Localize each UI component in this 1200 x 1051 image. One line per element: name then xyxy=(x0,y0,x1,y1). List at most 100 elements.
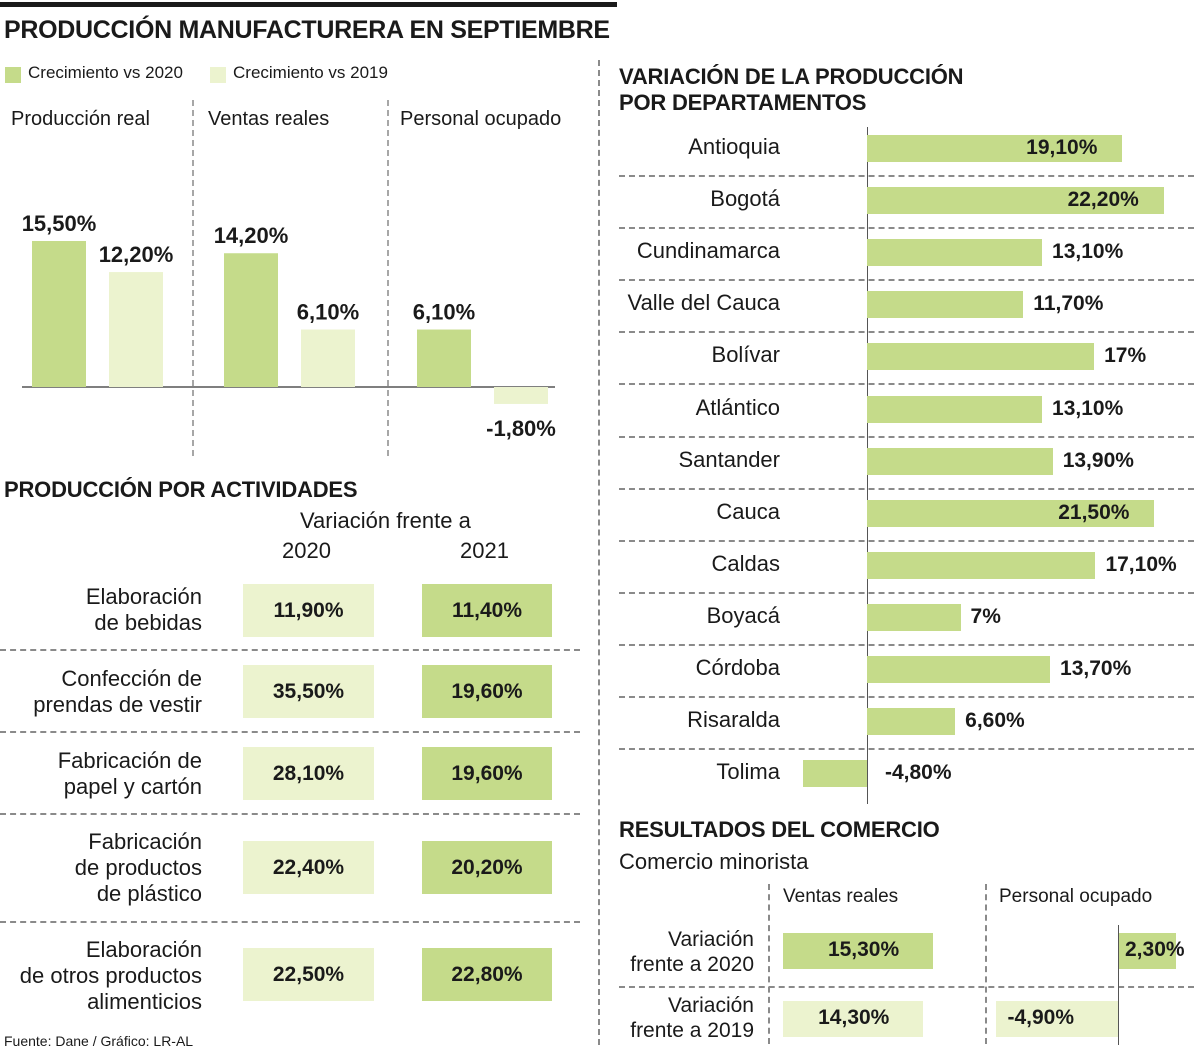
source-note: Fuente: Dane / Gráfico: LR-AL xyxy=(4,1033,194,1049)
activity-cell-2020: 35,50% xyxy=(243,665,374,718)
commerce-ventas-bar xyxy=(783,933,933,969)
bar-value-label: 6,10% xyxy=(297,300,359,325)
commerce-zero-axis xyxy=(1118,925,1119,1045)
department-value: 13,10% xyxy=(1052,240,1124,264)
department-value: 13,90% xyxy=(1062,448,1134,472)
department-value: 17,10% xyxy=(1105,552,1177,576)
department-row-divider xyxy=(619,383,1194,386)
department-value: 7% xyxy=(970,604,1001,628)
activity-cell-2020: 28,10% xyxy=(243,747,374,800)
activity-cell-2021: 22,80% xyxy=(422,948,552,1001)
department-bar xyxy=(867,603,961,631)
activities-col-2021: 2021 xyxy=(460,538,509,563)
group-label-ventas-reales: Ventas reales xyxy=(208,108,330,130)
activity-cell-2021: 19,60% xyxy=(422,747,552,800)
department-value: 17% xyxy=(1104,344,1147,368)
activity-label: Confección de prendas de vestir xyxy=(33,666,202,717)
department-bar xyxy=(802,760,867,788)
department-row-divider xyxy=(619,748,1194,751)
activity-cell-2020: 22,40% xyxy=(243,841,374,894)
department-label: Santander xyxy=(678,446,780,472)
department-value: 19,10% xyxy=(1026,136,1098,159)
bar-value-label: 14,20% xyxy=(214,223,289,248)
group-label-produccion-real: Producción real xyxy=(11,108,150,130)
bar-value-label: 12,20% xyxy=(99,242,174,267)
department-label: Córdoba xyxy=(695,655,780,680)
activity-label: Fabricación de papel y cartón xyxy=(57,748,202,799)
commerce-personal-bar xyxy=(995,1001,1118,1037)
bar-value-label: -1,80% xyxy=(486,416,556,441)
main-title: PRODUCCIÓN MANUFACTURERA EN SEPTIEMBRE xyxy=(4,16,610,44)
department-label: Cundinamarca xyxy=(636,238,780,264)
activity-cell-2020: 11,90% xyxy=(243,584,374,637)
commerce-personal-bar xyxy=(1118,933,1176,969)
department-bar xyxy=(867,656,1051,683)
department-label: Cauca xyxy=(716,498,780,524)
legend-swatch-2020 xyxy=(5,67,21,83)
department-row-divider xyxy=(619,175,1194,177)
group-label-personal-ocupado: Personal ocupado xyxy=(400,108,562,130)
activity-cell-2021: 20,20% xyxy=(422,841,552,894)
department-bar xyxy=(867,135,1123,162)
commerce-divider xyxy=(985,884,987,1044)
department-bar xyxy=(867,187,1164,215)
title-rule xyxy=(0,2,617,7)
row-divider xyxy=(0,649,580,651)
row-divider xyxy=(0,813,580,815)
department-value: 13,70% xyxy=(1060,657,1132,680)
department-value: 6,60% xyxy=(965,709,1025,733)
commerce-personal-value: -4,90% xyxy=(1007,1006,1075,1029)
department-row-divider xyxy=(619,591,1194,594)
activities-col-2020: 2020 xyxy=(282,538,331,563)
department-label: Valle del Cauca xyxy=(627,290,780,316)
departments-title: VARIACIÓN DE LA PRODUCCIÓN POR DEPARTAME… xyxy=(619,64,964,115)
department-row-divider xyxy=(619,435,1194,438)
department-bar xyxy=(867,708,956,736)
row-divider xyxy=(0,921,580,923)
department-value: 13,10% xyxy=(1052,396,1124,420)
department-label: Tolima xyxy=(716,759,780,785)
bar-2020-0 xyxy=(32,240,86,387)
commerce-row-label: Variación frente a 2020 xyxy=(630,928,754,976)
activity-label: Elaboración de bebidas xyxy=(85,584,202,635)
activity-cell-2020: 22,50% xyxy=(243,948,374,1001)
department-label: Bogotá xyxy=(710,186,780,212)
activity-cell-2021: 11,40% xyxy=(422,584,552,637)
bar-2019-0 xyxy=(109,272,163,387)
department-row-divider xyxy=(619,539,1194,542)
commerce-subtitle: Comercio minorista xyxy=(619,849,809,874)
department-value: 21,50% xyxy=(1058,500,1130,524)
department-bar xyxy=(867,395,1043,423)
department-value: 22,20% xyxy=(1067,188,1139,212)
activity-label: Elaboración de otros productos alimenticio… xyxy=(19,937,202,1014)
commerce-ventas-value: 14,30% xyxy=(818,1006,890,1029)
department-value: -4,80% xyxy=(885,761,952,785)
bar-2020-2 xyxy=(417,329,471,387)
commerce-col-ventas: Ventas reales xyxy=(783,886,899,907)
manufacturing-bar-chart: 15,50% 14,20% 6,10% 12,20% 6,10% -1,80% xyxy=(22,100,556,460)
activity-label: Fabricación de productos de plástico xyxy=(74,829,202,906)
department-label: Boyacá xyxy=(706,602,780,628)
commerce-ventas-bar xyxy=(783,1001,924,1037)
legend-label-2020: Crecimiento vs 2020 xyxy=(28,63,183,82)
department-bar xyxy=(867,291,1024,319)
commerce-ventas-value: 15,30% xyxy=(827,938,900,961)
commerce-divider xyxy=(768,884,770,1044)
department-row-divider xyxy=(619,643,1194,646)
section-divider xyxy=(598,60,600,1045)
row-divider xyxy=(0,731,580,733)
department-label: Antioquia xyxy=(688,134,780,159)
activities-header: Variación frente a xyxy=(300,508,471,533)
bar-2019-2 xyxy=(494,387,548,404)
department-bar xyxy=(867,447,1053,475)
department-label: Atlántico xyxy=(695,394,780,420)
department-label: Caldas xyxy=(711,550,780,576)
legend-swatch-2019 xyxy=(210,67,226,83)
legend-label-2019: Crecimiento vs 2019 xyxy=(233,63,388,82)
commerce-row-label: Variación frente a 2019 xyxy=(630,994,754,1042)
department-bar xyxy=(867,343,1095,371)
department-value: 11,70% xyxy=(1033,292,1104,316)
commerce-row-divider xyxy=(619,986,1194,988)
